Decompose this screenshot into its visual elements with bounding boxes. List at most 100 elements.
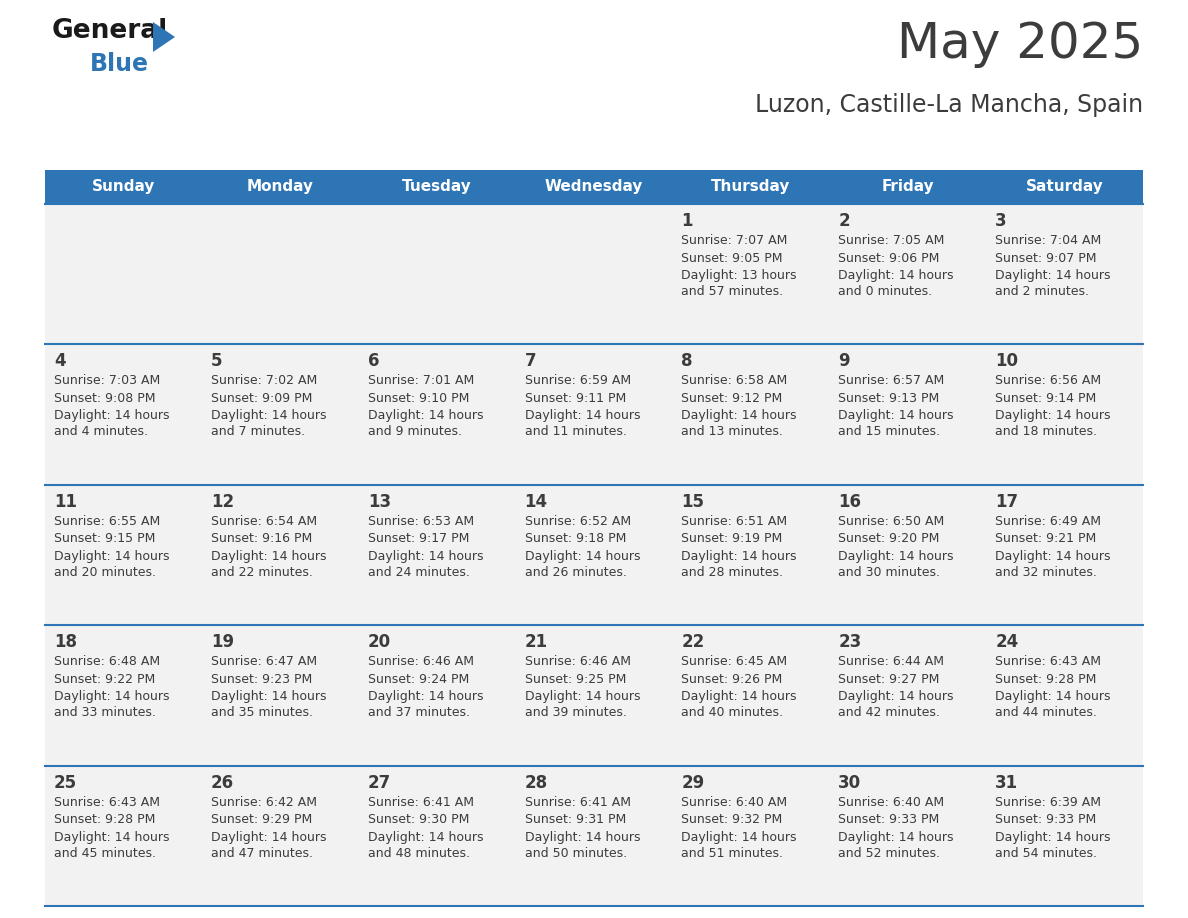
- Text: 30: 30: [839, 774, 861, 791]
- Text: Daylight: 14 hours
and 26 minutes.: Daylight: 14 hours and 26 minutes.: [525, 550, 640, 579]
- Polygon shape: [153, 22, 175, 52]
- Text: May 2025: May 2025: [897, 20, 1143, 68]
- Text: Sunset: 9:21 PM: Sunset: 9:21 PM: [996, 532, 1097, 545]
- Bar: [672, 485, 829, 625]
- Text: Sunset: 9:18 PM: Sunset: 9:18 PM: [525, 532, 626, 545]
- Text: Sunrise: 6:46 AM: Sunrise: 6:46 AM: [525, 655, 631, 668]
- Text: Daylight: 14 hours
and 37 minutes.: Daylight: 14 hours and 37 minutes.: [368, 690, 484, 719]
- Text: Sunrise: 7:05 AM: Sunrise: 7:05 AM: [839, 234, 944, 247]
- Text: 20: 20: [368, 633, 391, 651]
- Text: Sunrise: 6:43 AM: Sunrise: 6:43 AM: [53, 796, 160, 809]
- Text: Sunset: 9:32 PM: Sunset: 9:32 PM: [682, 813, 783, 826]
- Text: Blue: Blue: [90, 52, 148, 76]
- Text: 21: 21: [525, 633, 548, 651]
- Text: Sunrise: 6:59 AM: Sunrise: 6:59 AM: [525, 375, 631, 387]
- Text: Daylight: 14 hours
and 24 minutes.: Daylight: 14 hours and 24 minutes.: [368, 550, 484, 579]
- Text: 16: 16: [839, 493, 861, 510]
- Text: 5: 5: [210, 353, 222, 370]
- Text: Sunset: 9:31 PM: Sunset: 9:31 PM: [525, 813, 626, 826]
- Text: 3: 3: [996, 212, 1006, 230]
- Bar: [359, 344, 516, 485]
- Text: Daylight: 13 hours
and 57 minutes.: Daylight: 13 hours and 57 minutes.: [682, 269, 797, 298]
- Text: Sunrise: 7:04 AM: Sunrise: 7:04 AM: [996, 234, 1101, 247]
- Text: 23: 23: [839, 633, 861, 651]
- Text: Daylight: 14 hours
and 52 minutes.: Daylight: 14 hours and 52 minutes.: [839, 831, 954, 859]
- Text: Sunrise: 6:51 AM: Sunrise: 6:51 AM: [682, 515, 788, 528]
- Bar: [829, 204, 986, 344]
- Text: 14: 14: [525, 493, 548, 510]
- Bar: [672, 766, 829, 906]
- Bar: [45, 485, 202, 625]
- Bar: [45, 170, 202, 204]
- Text: Sunrise: 7:01 AM: Sunrise: 7:01 AM: [368, 375, 474, 387]
- Text: Sunrise: 6:55 AM: Sunrise: 6:55 AM: [53, 515, 160, 528]
- Text: Sunset: 9:05 PM: Sunset: 9:05 PM: [682, 252, 783, 264]
- Bar: [359, 485, 516, 625]
- Text: Daylight: 14 hours
and 9 minutes.: Daylight: 14 hours and 9 minutes.: [368, 409, 484, 439]
- Bar: [672, 204, 829, 344]
- Bar: [516, 170, 672, 204]
- Text: 28: 28: [525, 774, 548, 791]
- Bar: [672, 625, 829, 766]
- Text: Monday: Monday: [247, 180, 314, 195]
- Text: Sunrise: 6:53 AM: Sunrise: 6:53 AM: [368, 515, 474, 528]
- Bar: [359, 170, 516, 204]
- Text: Sunrise: 7:03 AM: Sunrise: 7:03 AM: [53, 375, 160, 387]
- Bar: [829, 170, 986, 204]
- Text: Daylight: 14 hours
and 30 minutes.: Daylight: 14 hours and 30 minutes.: [839, 550, 954, 579]
- Text: Daylight: 14 hours
and 13 minutes.: Daylight: 14 hours and 13 minutes.: [682, 409, 797, 439]
- Text: Daylight: 14 hours
and 50 minutes.: Daylight: 14 hours and 50 minutes.: [525, 831, 640, 859]
- Text: 1: 1: [682, 212, 693, 230]
- Text: 8: 8: [682, 353, 693, 370]
- Text: Sunset: 9:28 PM: Sunset: 9:28 PM: [53, 813, 156, 826]
- Bar: [359, 766, 516, 906]
- Text: Sunset: 9:25 PM: Sunset: 9:25 PM: [525, 673, 626, 686]
- Text: Sunrise: 6:41 AM: Sunrise: 6:41 AM: [368, 796, 474, 809]
- Text: Sunset: 9:13 PM: Sunset: 9:13 PM: [839, 392, 940, 405]
- Text: Daylight: 14 hours
and 42 minutes.: Daylight: 14 hours and 42 minutes.: [839, 690, 954, 719]
- Bar: [672, 170, 829, 204]
- Text: Daylight: 14 hours
and 11 minutes.: Daylight: 14 hours and 11 minutes.: [525, 409, 640, 439]
- Text: Sunrise: 6:41 AM: Sunrise: 6:41 AM: [525, 796, 631, 809]
- Text: Daylight: 14 hours
and 33 minutes.: Daylight: 14 hours and 33 minutes.: [53, 690, 170, 719]
- Text: Sunset: 9:30 PM: Sunset: 9:30 PM: [368, 813, 469, 826]
- Text: 19: 19: [210, 633, 234, 651]
- Text: 2: 2: [839, 212, 849, 230]
- Text: Sunset: 9:14 PM: Sunset: 9:14 PM: [996, 392, 1097, 405]
- Text: 18: 18: [53, 633, 77, 651]
- Text: Sunrise: 6:56 AM: Sunrise: 6:56 AM: [996, 375, 1101, 387]
- Text: Sunrise: 6:43 AM: Sunrise: 6:43 AM: [996, 655, 1101, 668]
- Bar: [202, 485, 359, 625]
- Text: Sunrise: 6:49 AM: Sunrise: 6:49 AM: [996, 515, 1101, 528]
- Text: 31: 31: [996, 774, 1018, 791]
- Bar: [986, 625, 1143, 766]
- Text: Sunset: 9:20 PM: Sunset: 9:20 PM: [839, 532, 940, 545]
- Text: 25: 25: [53, 774, 77, 791]
- Text: 24: 24: [996, 633, 1018, 651]
- Bar: [516, 625, 672, 766]
- Text: Sunset: 9:22 PM: Sunset: 9:22 PM: [53, 673, 156, 686]
- Text: 10: 10: [996, 353, 1018, 370]
- Text: Daylight: 14 hours
and 15 minutes.: Daylight: 14 hours and 15 minutes.: [839, 409, 954, 439]
- Text: Daylight: 14 hours
and 47 minutes.: Daylight: 14 hours and 47 minutes.: [210, 831, 327, 859]
- Text: Daylight: 14 hours
and 44 minutes.: Daylight: 14 hours and 44 minutes.: [996, 690, 1111, 719]
- Bar: [45, 766, 202, 906]
- Bar: [829, 766, 986, 906]
- Text: Daylight: 14 hours
and 28 minutes.: Daylight: 14 hours and 28 minutes.: [682, 550, 797, 579]
- Bar: [986, 766, 1143, 906]
- Text: Sunrise: 6:44 AM: Sunrise: 6:44 AM: [839, 655, 944, 668]
- Text: Tuesday: Tuesday: [403, 180, 472, 195]
- Bar: [986, 204, 1143, 344]
- Text: Friday: Friday: [881, 180, 934, 195]
- Text: Sunrise: 6:40 AM: Sunrise: 6:40 AM: [839, 796, 944, 809]
- Text: Sunset: 9:26 PM: Sunset: 9:26 PM: [682, 673, 783, 686]
- Text: 26: 26: [210, 774, 234, 791]
- Text: Sunrise: 6:47 AM: Sunrise: 6:47 AM: [210, 655, 317, 668]
- Text: Daylight: 14 hours
and 22 minutes.: Daylight: 14 hours and 22 minutes.: [210, 550, 327, 579]
- Text: Sunset: 9:29 PM: Sunset: 9:29 PM: [210, 813, 312, 826]
- Bar: [45, 204, 202, 344]
- Bar: [829, 485, 986, 625]
- Text: Sunrise: 6:52 AM: Sunrise: 6:52 AM: [525, 515, 631, 528]
- Bar: [516, 485, 672, 625]
- Bar: [202, 766, 359, 906]
